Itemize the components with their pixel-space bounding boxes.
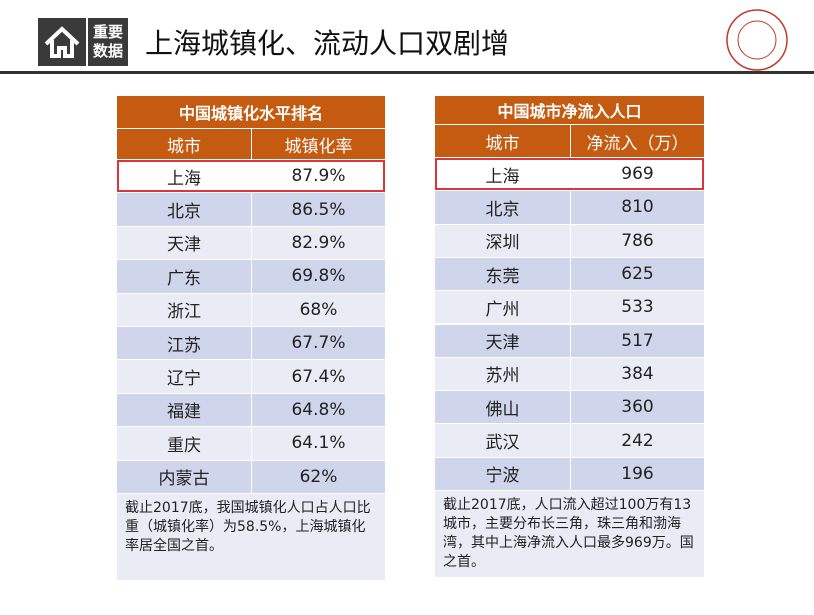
table-cell: 810 [571, 191, 704, 224]
table-cell: 浙江 [117, 293, 251, 326]
table-note: 截止2017底，人口流入超过100万有13城市，主要分布长三角，珠三角和渤海湾，… [435, 491, 704, 577]
column-header: 城镇化率 [252, 129, 385, 159]
table-cell: 东莞 [435, 257, 570, 291]
table-cell: 深圳 [435, 224, 570, 257]
table-cell: 苏州 [435, 357, 570, 391]
table-title: 中国城镇化水平排名 [117, 96, 385, 128]
table-cell: 969 [571, 158, 704, 191]
table-cell: 533 [571, 291, 704, 324]
slide-title: 上海城镇化、流动人口双剧增 [145, 27, 510, 60]
table-cell: 北京 [435, 191, 570, 224]
table-cell: 87.9% [252, 160, 385, 193]
table-cell: 67.7% [252, 327, 385, 360]
table-cell: 天津 [435, 324, 570, 357]
table-cell: 625 [571, 257, 704, 291]
highlight-box [435, 158, 704, 191]
table-cell: 上海 [435, 158, 570, 191]
badge-line: 重要 [92, 23, 123, 41]
table-cell: 384 [571, 357, 704, 391]
home-glyph [44, 26, 80, 58]
table-cell: 重庆 [117, 427, 251, 460]
table-cell: 江苏 [117, 327, 251, 360]
table-cell: 68% [252, 293, 385, 326]
table-note: 截止2017底，我国城镇化人口占人口比重（城镇化率）为58.5%，上海城镇化率居… [117, 494, 385, 580]
table-cell: 广东 [117, 260, 251, 293]
header-rule [0, 71, 814, 74]
table-cell: 69.8% [252, 260, 385, 293]
table-cell: 广州 [435, 291, 570, 324]
table-cell: 64.8% [252, 393, 385, 427]
table-cell: 64.1% [252, 427, 385, 460]
table-title: 中国城市净流入人口 [435, 96, 704, 124]
badge-line: 数据 [92, 42, 123, 60]
table-cell: 宁波 [435, 457, 570, 490]
highlight-box [117, 160, 385, 193]
table-cell: 67.4% [252, 360, 385, 393]
table-cell: 86.5% [252, 193, 385, 226]
table-cell: 武汉 [435, 424, 570, 457]
table-cell: 内蒙古 [117, 460, 251, 493]
table-cell: 北京 [117, 193, 251, 226]
badge: 重要 数据 [88, 18, 128, 66]
table-cell: 上海 [117, 160, 251, 193]
table-cell: 82.9% [252, 226, 385, 260]
table-cell: 佛山 [435, 391, 570, 424]
column-header: 净流入（万） [571, 125, 704, 157]
table-cell: 242 [571, 424, 704, 457]
table-cell: 福建 [117, 393, 251, 427]
table-cell: 196 [571, 457, 704, 490]
table-cell: 786 [571, 224, 704, 257]
column-header: 城市 [435, 125, 570, 157]
logo [726, 9, 788, 71]
table-cell: 360 [571, 391, 704, 424]
column-header: 城市 [117, 129, 251, 159]
table-cell: 天津 [117, 226, 251, 260]
table-cell: 辽宁 [117, 360, 251, 393]
home-icon [38, 18, 86, 66]
table-cell: 517 [571, 324, 704, 357]
table-cell: 62% [252, 460, 385, 493]
